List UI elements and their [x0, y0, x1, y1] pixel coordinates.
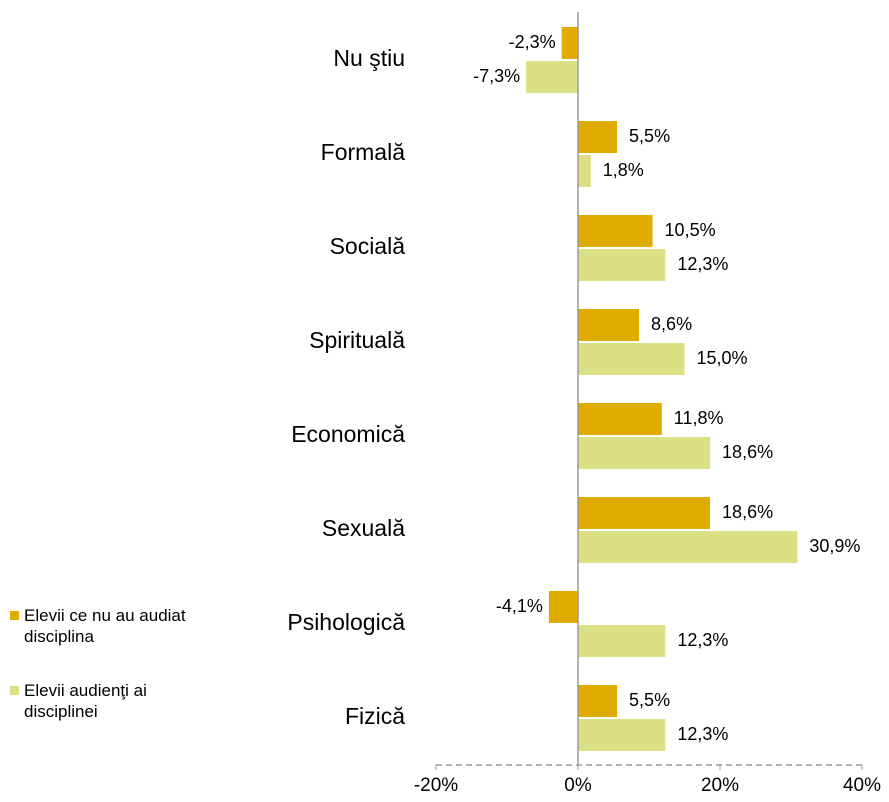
value-label: 18,6% — [722, 442, 773, 462]
value-label: 5,5% — [629, 690, 670, 710]
category-label: Fizică — [345, 703, 405, 729]
x-tick-label: 0% — [564, 775, 592, 796]
bar — [578, 155, 591, 187]
legend-label: Elevii ce nu au audiat disciplina — [24, 606, 186, 646]
value-label: 12,3% — [677, 254, 728, 274]
value-label: -7,3% — [473, 66, 520, 86]
bar — [578, 437, 711, 469]
bar — [526, 61, 578, 93]
value-label: -2,3% — [509, 32, 556, 52]
category-label: Sexuală — [322, 515, 405, 541]
value-label: 1,8% — [603, 160, 644, 180]
bar — [578, 531, 798, 563]
category-label: Spirituală — [309, 327, 405, 353]
bar — [578, 719, 666, 751]
bar — [548, 591, 578, 623]
legend-item: Elevii audienţi ai disciplinei — [10, 680, 195, 722]
bar — [578, 685, 618, 717]
legend-swatch — [10, 611, 19, 620]
bar — [578, 121, 618, 153]
x-tick-label: 20% — [701, 775, 739, 796]
value-label: 30,9% — [809, 536, 860, 556]
category-label: Economică — [291, 421, 405, 447]
value-label: 8,6% — [651, 314, 692, 334]
value-label: 10,5% — [665, 220, 716, 240]
value-label: -4,1% — [496, 596, 543, 616]
legend-swatch — [10, 686, 19, 695]
value-label: 12,3% — [677, 724, 728, 744]
value-label: 11,8% — [674, 408, 724, 428]
x-tick-label: -20% — [414, 775, 458, 796]
bar — [578, 309, 640, 341]
value-label: 18,6% — [722, 502, 773, 522]
bar — [561, 27, 578, 59]
bar — [578, 215, 653, 247]
value-label: 15,0% — [697, 348, 748, 368]
bar — [578, 497, 711, 529]
value-label: 5,5% — [629, 126, 670, 146]
category-label: Formală — [321, 139, 406, 165]
bar — [578, 249, 666, 281]
bar — [578, 343, 685, 375]
category-label: Nu ştiu — [333, 45, 405, 71]
legend-item: Elevii ce nu au audiat disciplina — [10, 605, 195, 647]
category-label: Socială — [330, 233, 406, 259]
bar — [578, 403, 662, 435]
value-label: 12,3% — [677, 630, 728, 650]
x-tick-label: 40% — [843, 775, 881, 796]
category-label: Psihologică — [287, 609, 405, 635]
bar — [578, 625, 666, 657]
legend-label: Elevii audienţi ai disciplinei — [24, 681, 147, 721]
